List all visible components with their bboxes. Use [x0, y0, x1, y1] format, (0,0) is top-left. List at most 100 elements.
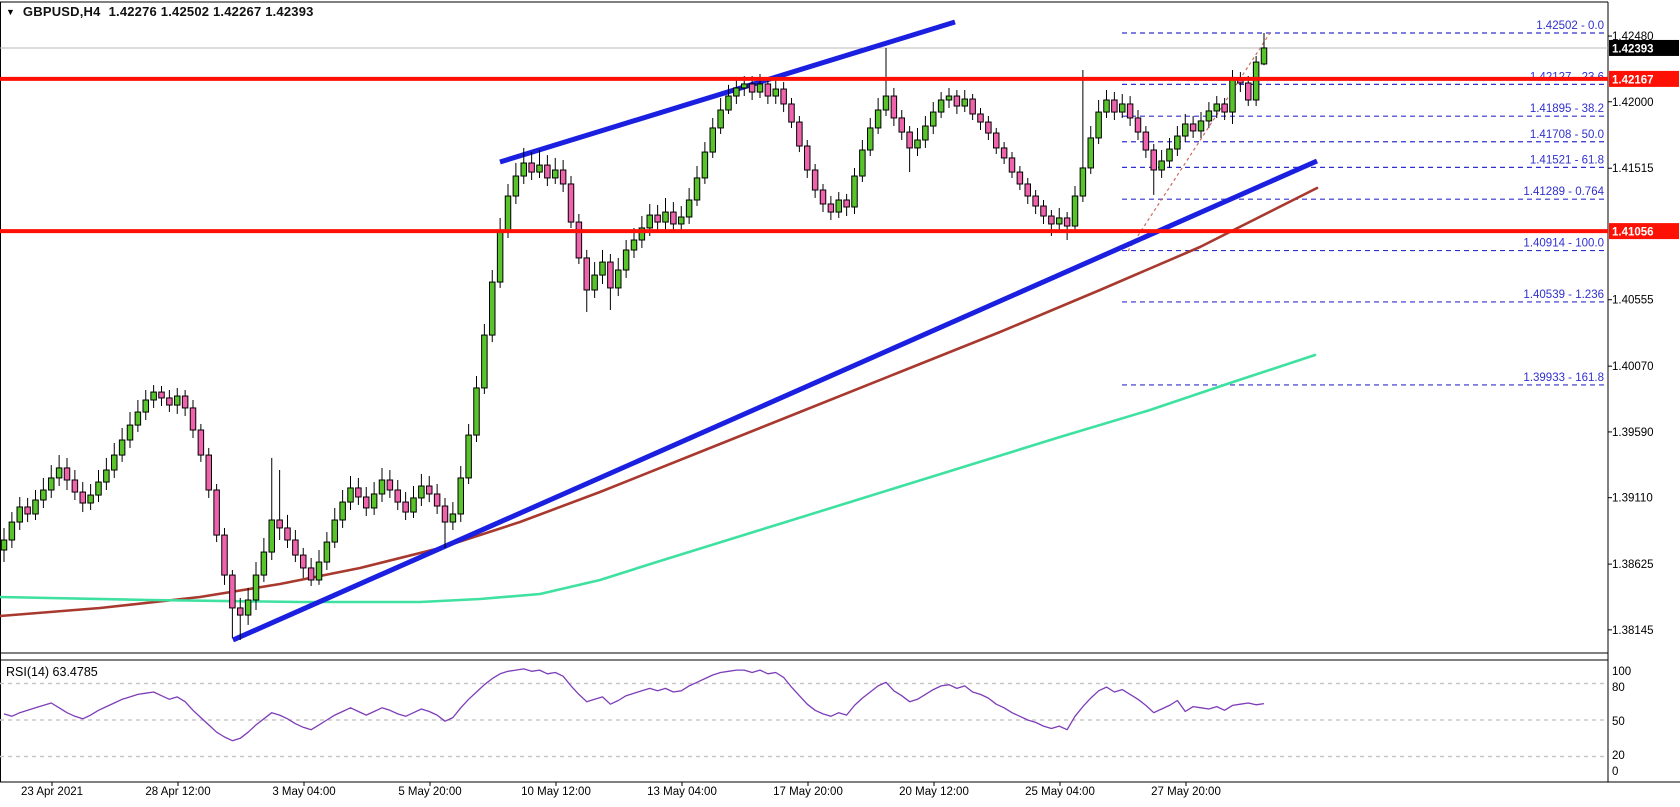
symbol-period-label: GBPUSD,H4: [22, 4, 101, 19]
candle-bear: [567, 183, 575, 223]
candle-bull: [615, 269, 622, 289]
candle-bull: [347, 487, 354, 503]
candle-bull: [260, 551, 268, 576]
trendline-lower-support[interactable]: [231, 158, 1319, 643]
candle-bull: [489, 281, 496, 336]
candle-bull: [16, 506, 23, 523]
candle-bear: [237, 607, 244, 616]
time-axis-label-9: 27 May 20:00: [1151, 786, 1221, 798]
candle-bear: [906, 131, 913, 149]
candle-bull: [756, 83, 764, 93]
time-axis-label-7: 20 May 12:00: [899, 786, 969, 798]
candle-bull: [1166, 148, 1173, 162]
candle-bear: [24, 506, 31, 515]
candle-bull: [32, 499, 39, 515]
mint-ma-line[interactable]: [0, 353, 1317, 604]
candle-bull: [835, 199, 842, 213]
candle-bear: [205, 454, 212, 491]
time-axis-label-2: 3 May 04:00: [272, 786, 335, 798]
candle-bear: [1063, 217, 1071, 227]
candle-bear: [811, 169, 819, 191]
candle-bull: [1260, 47, 1268, 65]
candle-bull: [1229, 77, 1236, 113]
candle-bull: [882, 95, 890, 111]
candle-bear: [355, 487, 362, 498]
candle-bull: [599, 261, 606, 276]
candle-bull: [48, 477, 55, 491]
candle-bull: [945, 95, 953, 101]
candle-bear: [607, 261, 614, 289]
fib-level-label-5: 1.41289 - 0.764: [1523, 186, 1604, 198]
candle-bear: [426, 485, 433, 495]
price-axis-label-2: 1.41515: [1612, 163, 1654, 175]
fib-diagonal-line[interactable]: [1127, 32, 1271, 252]
fib-level-label-0: 1.42502 - 0.0: [1536, 20, 1604, 32]
candle-bull: [339, 501, 346, 521]
candle-bear: [1032, 195, 1039, 207]
candle-bear: [1008, 157, 1016, 173]
candle-bear: [969, 98, 976, 115]
hline-badge-text-1: 1.41056: [1612, 227, 1654, 239]
candle-bear: [575, 221, 583, 259]
candle-bull: [512, 175, 520, 197]
candle-bear: [819, 189, 827, 205]
candle-bull: [244, 599, 252, 616]
candle-bull: [95, 481, 102, 496]
candle-bull: [150, 391, 157, 401]
trendline-upper-channel[interactable]: [499, 19, 956, 165]
candle-bear: [898, 117, 905, 133]
maroon-ma-line[interactable]: [0, 186, 1319, 618]
candle-bull: [331, 519, 338, 543]
candle-bear: [654, 214, 661, 223]
price-axis-label-8: 1.38145: [1612, 625, 1654, 637]
price-axis-label-1: 1.42000: [1612, 97, 1654, 109]
time-axis-label-5: 13 May 04:00: [647, 786, 717, 798]
candle-bull: [591, 274, 598, 291]
candle-bull: [1079, 167, 1087, 197]
rsi-indicator-label: RSI(14) 63.4785: [6, 665, 98, 679]
hline-price-badge-1: [1609, 223, 1679, 240]
candle-bear: [748, 83, 756, 93]
candle-bull: [685, 199, 693, 218]
candle-bull: [465, 434, 472, 479]
candle-bear: [300, 554, 307, 569]
price-axis-label-4: 1.40070: [1612, 361, 1654, 373]
chart-title-bar: ▼ GBPUSD,H4 1.42276 1.42502 1.42267 1.42…: [6, 4, 314, 19]
candle-bull: [520, 162, 527, 177]
candle-bear: [189, 407, 197, 431]
candle-bear: [402, 501, 409, 513]
fib-level-label-8: 1.39933 - 161.8: [1523, 372, 1604, 384]
candle-bull: [126, 424, 134, 441]
candle-bear: [276, 519, 283, 529]
candle-bull: [701, 151, 709, 179]
collapse-triangle-icon[interactable]: ▼: [6, 6, 15, 17]
candle-bull: [536, 164, 543, 173]
candle-bull: [418, 485, 425, 499]
candle-bear: [284, 527, 291, 541]
candle-bear: [213, 489, 220, 536]
price-axis-label-7: 1.38625: [1612, 559, 1654, 571]
candle-bull: [733, 87, 740, 97]
candle-bear: [292, 539, 299, 556]
candle-bull: [315, 561, 323, 581]
candle-bull: [930, 111, 937, 127]
candle-bear: [363, 496, 370, 509]
candle-bear: [1048, 215, 1055, 225]
fib-level-label-4: 1.41521 - 61.8: [1530, 154, 1604, 166]
candle-bear: [788, 103, 795, 123]
time-axis-label-6: 17 May 20:00: [773, 786, 843, 798]
current-price-badge: [1609, 39, 1679, 56]
candle-bull: [1056, 217, 1063, 225]
rsi-line[interactable]: [3, 668, 1265, 742]
candle-bull: [87, 494, 94, 504]
time-axis-label-1: 28 Apr 12:00: [145, 786, 210, 798]
candle-bull: [772, 88, 779, 97]
candle-bull: [1182, 123, 1189, 137]
candle-bear: [63, 467, 71, 481]
candle-bull: [1103, 99, 1110, 113]
candle-bull: [937, 99, 945, 113]
candle-bull: [0, 539, 8, 551]
candles-group[interactable]: [0, 33, 1268, 640]
